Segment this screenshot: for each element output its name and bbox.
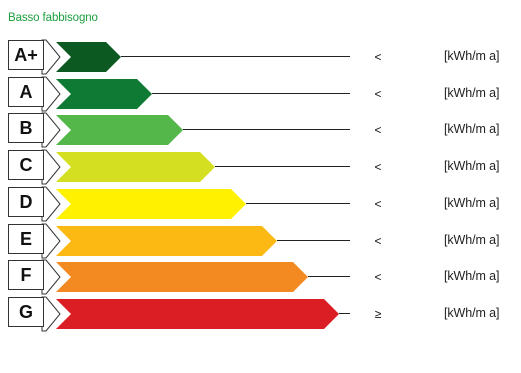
threshold-operator: < [374, 160, 382, 175]
class-bar [56, 298, 339, 329]
threshold-operator: < [374, 196, 382, 211]
threshold-operator: < [374, 123, 382, 138]
class-pointer [41, 112, 61, 148]
class-label: E [8, 223, 44, 254]
threshold-unit: [kWh/m a] [444, 232, 500, 247]
class-pointer [41, 76, 61, 112]
class-rule [121, 56, 350, 57]
energy-class-row: G ≥ [kWh/m a] [0, 296, 521, 332]
threshold-unit: [kWh/m a] [444, 305, 500, 320]
class-bar [56, 262, 308, 293]
class-label: F [8, 260, 44, 291]
class-rule [308, 276, 350, 278]
class-label: D [8, 186, 44, 217]
class-rule [152, 92, 350, 94]
class-pointer [41, 296, 61, 332]
energy-class-row: C < [kWh/m a] [0, 149, 521, 185]
class-rule [246, 202, 350, 204]
class-label: A [8, 76, 44, 107]
class-pointer [41, 39, 61, 75]
class-pointer [41, 186, 61, 222]
class-label: A+ [8, 40, 44, 70]
class-pointer [41, 223, 61, 258]
class-pointer [41, 149, 61, 185]
threshold-operator: < [374, 86, 382, 101]
threshold-operator: < [374, 270, 382, 285]
energy-class-row: F < [kWh/m a] [0, 259, 521, 295]
class-rule [215, 166, 350, 168]
threshold-unit: [kWh/m a] [444, 122, 500, 137]
class-bar [56, 42, 121, 72]
threshold-operator: < [374, 233, 382, 248]
threshold-operator: < [374, 50, 382, 64]
energy-class-row: A < [kWh/m a] [0, 76, 521, 112]
class-label: B [8, 113, 44, 144]
class-rule [339, 312, 350, 314]
class-rule [183, 129, 350, 131]
class-bar [56, 225, 277, 256]
class-rule [277, 239, 350, 241]
threshold-unit: [kWh/m a] [444, 85, 500, 100]
class-bar [56, 188, 246, 219]
threshold-unit: [kWh/m a] [444, 49, 500, 63]
energy-class-row: D < [kWh/m a] [0, 186, 521, 222]
energy-class-row: E < [kWh/m a] [0, 223, 521, 258]
class-pointer [41, 259, 61, 295]
threshold-operator: ≥ [374, 306, 382, 321]
class-label: C [8, 150, 44, 181]
scale-title: Basso fabbisogno [8, 12, 98, 24]
class-label: G [8, 296, 44, 327]
threshold-unit: [kWh/m a] [444, 269, 500, 284]
class-bar [56, 78, 152, 109]
class-bar [56, 152, 215, 183]
energy-class-row: A+ < [kWh/m a] [0, 39, 521, 75]
class-bar [56, 115, 183, 146]
energy-class-row: B < [kWh/m a] [0, 112, 521, 148]
threshold-unit: [kWh/m a] [444, 159, 500, 174]
threshold-unit: [kWh/m a] [444, 195, 500, 210]
